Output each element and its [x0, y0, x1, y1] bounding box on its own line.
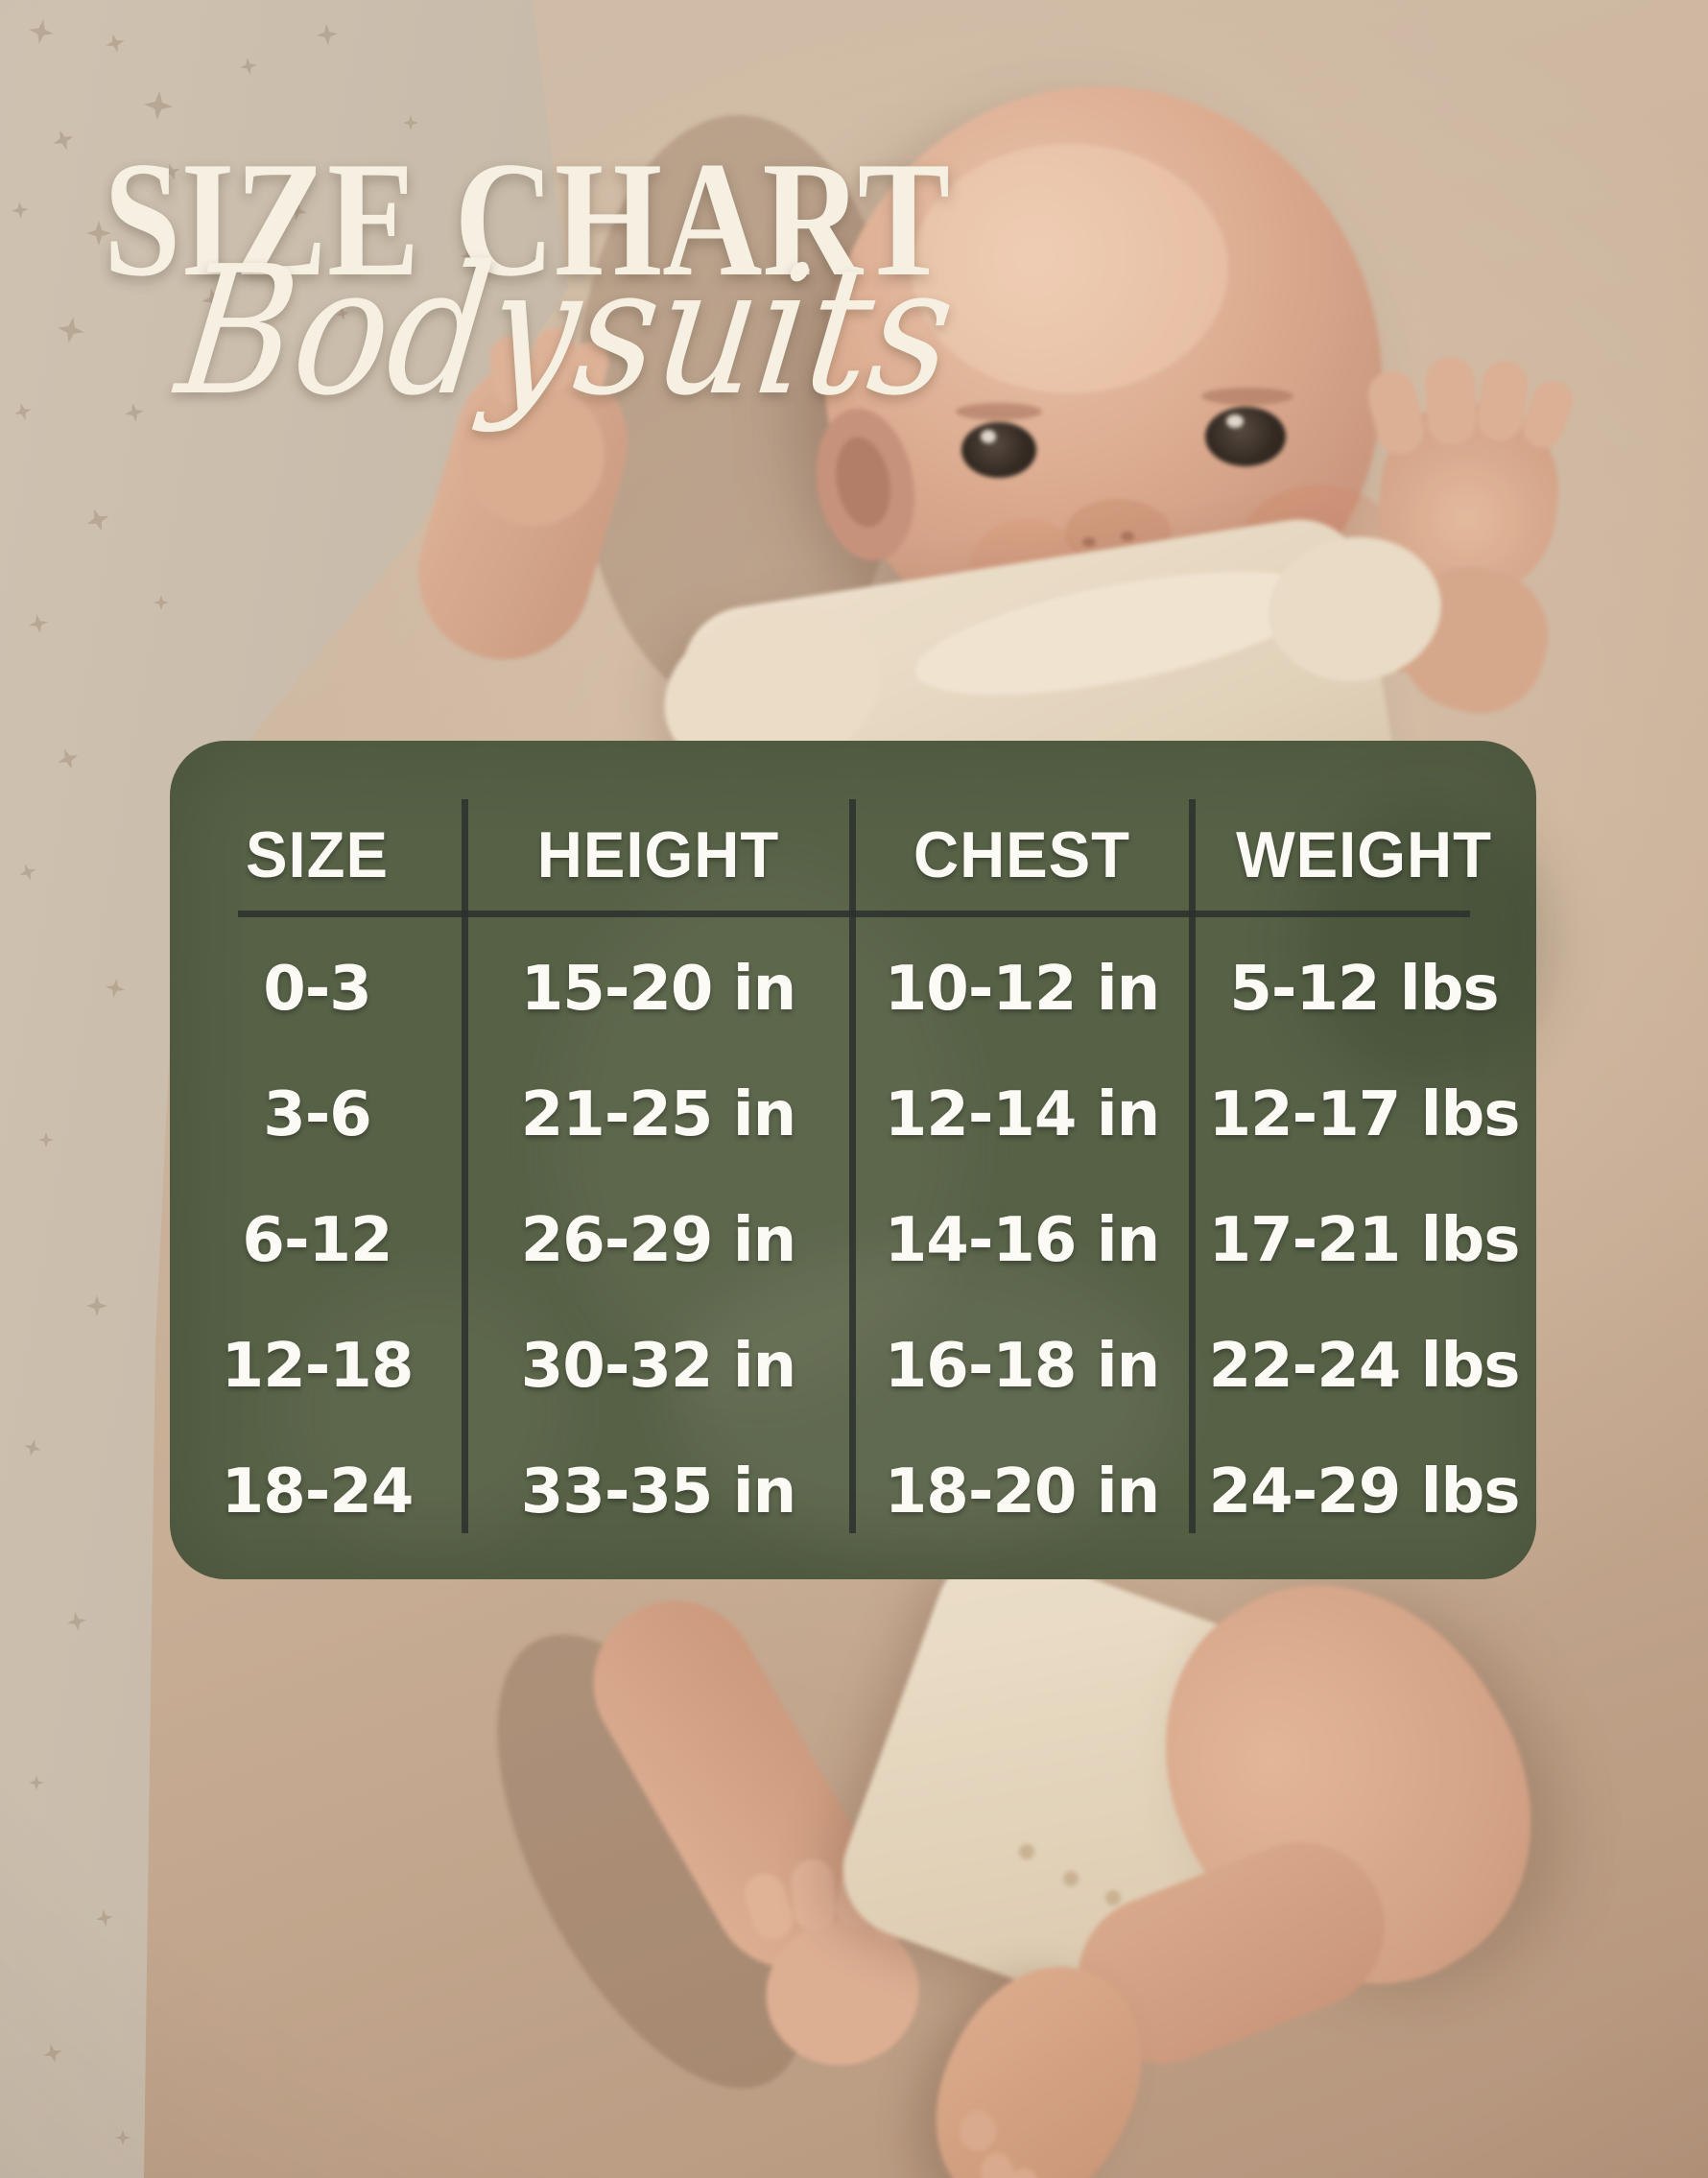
baby-eyelid-left: [956, 403, 1042, 420]
table-cell: 10-12 in: [884, 953, 1160, 1025]
bodysuit-snap: [1019, 1844, 1034, 1859]
baby-eyelid-right: [1201, 388, 1293, 405]
table-cell: 24-29 lbs: [1208, 1456, 1521, 1527]
bodysuit-snap: [1105, 1890, 1121, 1906]
table-cell: 12-14 in: [884, 1078, 1160, 1150]
baby-forehead-highlight: [912, 144, 1228, 393]
page-subtitle: Bodysuits: [168, 227, 965, 435]
baby-nostril: [1121, 532, 1134, 541]
table-column-divider: [1189, 799, 1196, 1533]
table-cell: 18-24: [221, 1456, 415, 1527]
baby-eye-glint: [1226, 414, 1244, 428]
baby-eye-right: [1205, 407, 1286, 466]
table-cell: 3-6: [263, 1078, 372, 1150]
table-header-row: SIZE HEIGHT CHEST WEIGHT: [170, 799, 1536, 911]
table-cell: 21-25 in: [520, 1078, 796, 1150]
table-cell: 14-16 in: [884, 1204, 1160, 1276]
table-header-rule: [238, 911, 1470, 917]
table-column-divider: [849, 799, 856, 1533]
table-cell: 22-24 lbs: [1208, 1330, 1521, 1402]
column-header-height: HEIGHT: [536, 818, 780, 891]
bodysuit-snap: [1063, 1871, 1079, 1886]
baby-toe: [1009, 2168, 1038, 2178]
column-header-size: SIZE: [246, 818, 389, 891]
table-cell: 26-29 in: [520, 1204, 796, 1276]
column-header-weight: WEIGHT: [1236, 818, 1492, 891]
table-cell: 0-3: [263, 953, 372, 1025]
panel-glow: [669, 1249, 1177, 1547]
table-cell: 6-12: [242, 1204, 392, 1276]
baby-toe: [981, 2153, 1013, 2178]
table-cell: 33-35 in: [520, 1456, 796, 1527]
table-cell: 12-17 lbs: [1208, 1078, 1521, 1150]
table-cell: 18-20 in: [884, 1456, 1160, 1527]
column-header-chest: CHEST: [913, 818, 1131, 891]
size-table-panel: SIZE HEIGHT CHEST WEIGHT 0-3 15-20 in 10…: [170, 741, 1552, 1579]
table-cell: 15-20 in: [520, 953, 796, 1025]
baby-eye-left: [961, 422, 1036, 478]
panel-glow: [1302, 798, 1552, 1086]
panel-glow: [285, 1278, 573, 1547]
table-cell: 5-12 lbs: [1229, 953, 1499, 1025]
baby-nostril: [1082, 537, 1096, 547]
table-cell: 17-21 lbs: [1208, 1204, 1521, 1276]
table-column-divider: [462, 799, 468, 1533]
baby-eye-glint: [981, 430, 996, 443]
table-cell: 16-18 in: [884, 1330, 1160, 1402]
baby-toe: [960, 2111, 996, 2151]
baby-fist-left: [461, 382, 605, 526]
table-body: 0-3 15-20 in 10-12 in 5-12 lbs 3-6 21-25…: [170, 926, 1536, 1554]
table-cell: 30-32 in: [520, 1330, 796, 1402]
table-cell: 12-18: [221, 1330, 415, 1402]
panel-glow: [554, 865, 966, 1403]
page-title: SIZE CHART: [104, 129, 951, 311]
